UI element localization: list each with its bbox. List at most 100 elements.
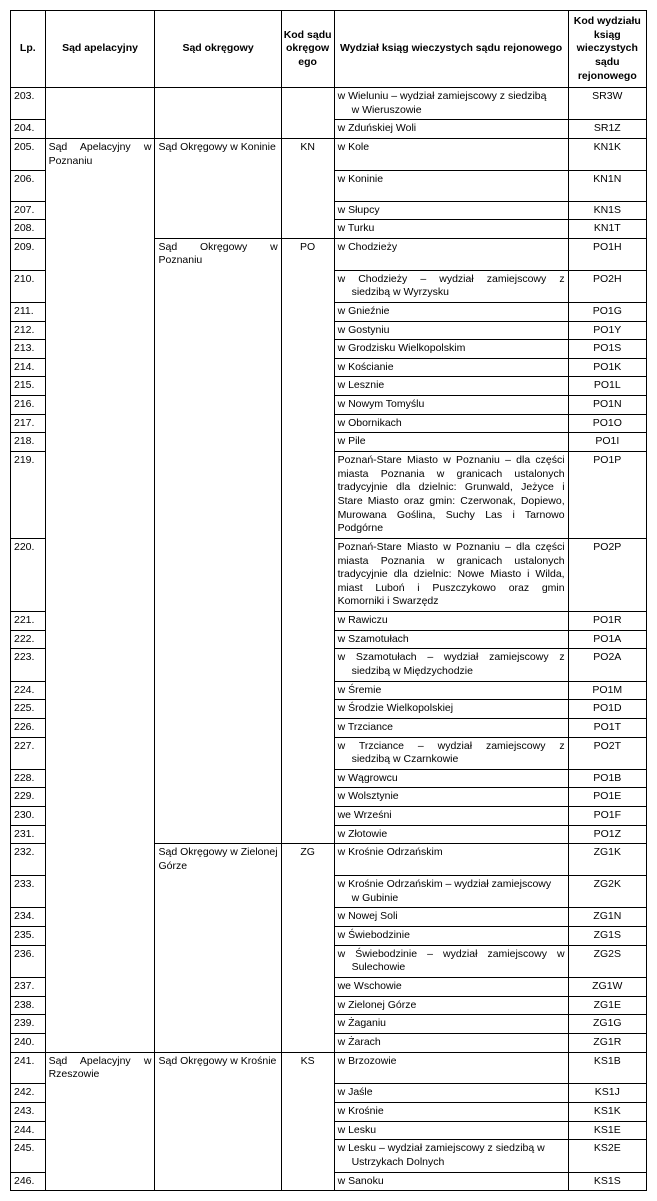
- cell-wks: w Kościanie: [334, 358, 568, 377]
- cell-wks: w Zduńskiej Woli: [334, 120, 568, 139]
- cell-wks: w Brzozowie: [334, 1052, 568, 1084]
- cell-lp: 237.: [11, 978, 46, 997]
- cell-so: Sąd Okręgowy w Poznaniu: [155, 238, 281, 270]
- cell-kso: [281, 452, 334, 539]
- cell-lp: 218.: [11, 433, 46, 452]
- table-row: 223. w Szamotułach – wydział zamiejscowy…: [11, 649, 647, 681]
- cell-kso: [281, 1121, 334, 1140]
- table-row: 217. w Obornikach PO1O: [11, 414, 647, 433]
- cell-lp: 236.: [11, 945, 46, 977]
- cell-sa: [45, 927, 155, 946]
- cell-kwks: PO2T: [568, 737, 646, 769]
- cell-kso: KN: [281, 139, 334, 171]
- cell-so: [155, 1084, 281, 1103]
- header-row: Lp. Sąd apelacyjny Sąd okręgowy Kod sądu…: [11, 11, 647, 88]
- table-row: 211. w Gnieźnie PO1G: [11, 302, 647, 321]
- cell-wks: we Wschowie: [334, 978, 568, 997]
- cell-kso: [281, 170, 334, 201]
- table-row: 235. w Świebodzinie ZG1S: [11, 927, 647, 946]
- cell-lp: 211.: [11, 302, 46, 321]
- table-row: 232. Sąd Okręgowy w Zielonej Górze ZG w …: [11, 844, 647, 876]
- cell-kwks: ZG2K: [568, 876, 646, 908]
- table-row: 246. w Sanoku KS1S: [11, 1172, 647, 1191]
- cell-lp: 243.: [11, 1103, 46, 1122]
- cell-sa: [45, 302, 155, 321]
- cell-kwks: KN1T: [568, 220, 646, 239]
- cell-lp: 235.: [11, 927, 46, 946]
- cell-wks: w Chodzieży – wydział zamiejscowy zsiedz…: [334, 270, 568, 302]
- cell-so: [155, 433, 281, 452]
- cell-kwks: ZG1W: [568, 978, 646, 997]
- cell-so: Sąd Okręgowy w Zielonej Górze: [155, 844, 281, 876]
- cell-wks: w Trzciance – wydział zamiejscowy zsiedz…: [334, 737, 568, 769]
- cell-kso: [281, 945, 334, 977]
- table-row: 239. w Żaganiu ZG1G: [11, 1015, 647, 1034]
- cell-sa: [45, 358, 155, 377]
- cell-so: [155, 1015, 281, 1034]
- cell-kso: [281, 377, 334, 396]
- table-row: 240. w Żarach ZG1R: [11, 1033, 647, 1052]
- cell-kwks: PO1B: [568, 769, 646, 788]
- wks-text-b: siedzibą w Czarnkowie: [338, 753, 565, 767]
- cell-sa: [45, 538, 155, 611]
- cell-sa: [45, 1033, 155, 1052]
- cell-so: [155, 1103, 281, 1122]
- cell-lp: 233.: [11, 876, 46, 908]
- cell-kso: [281, 718, 334, 737]
- cell-kso: [281, 876, 334, 908]
- cell-so: [155, 302, 281, 321]
- table-row: 226. w Trzciance PO1T: [11, 718, 647, 737]
- cell-kso: [281, 1015, 334, 1034]
- wks-text: w Wieluniu – wydział zamiejscowy z siedz…: [338, 90, 547, 102]
- cell-lp: 228.: [11, 769, 46, 788]
- cell-kso: [281, 358, 334, 377]
- cell-lp: 212.: [11, 321, 46, 340]
- cell-kso: [281, 538, 334, 611]
- cell-sa: [45, 1103, 155, 1122]
- cell-kwks: PO1H: [568, 238, 646, 270]
- cell-so: [155, 788, 281, 807]
- cell-kwks: PO2A: [568, 649, 646, 681]
- cell-wks: w Szamotułach: [334, 630, 568, 649]
- cell-lp: 241.: [11, 1052, 46, 1084]
- cell-sa: [45, 414, 155, 433]
- cell-kwks: PO1P: [568, 452, 646, 539]
- cell-so: [155, 1033, 281, 1052]
- wks-text: w Lesku – wydział zamiejscowy z siedzibą…: [338, 1142, 545, 1154]
- cell-kso: [281, 201, 334, 220]
- cell-kso: [281, 1033, 334, 1052]
- cell-wks: w Jaśle: [334, 1084, 568, 1103]
- cell-so: [155, 927, 281, 946]
- cell-wks: w Chodzieży: [334, 238, 568, 270]
- cell-wks: w Żaganiu: [334, 1015, 568, 1034]
- cell-sa: [45, 978, 155, 997]
- cell-so: [155, 700, 281, 719]
- cell-kwks: PO2H: [568, 270, 646, 302]
- cell-wks: w Śremie: [334, 681, 568, 700]
- table-row: 245. w Lesku – wydział zamiejscowy z sie…: [11, 1140, 647, 1172]
- cell-kso: [281, 220, 334, 239]
- cell-sa: [45, 630, 155, 649]
- cell-so: [155, 978, 281, 997]
- cell-sa: [45, 996, 155, 1015]
- table-row: 229. w Wolsztynie PO1E: [11, 788, 647, 807]
- cell-kwks: PO1R: [568, 612, 646, 631]
- cell-kwks: KN1K: [568, 139, 646, 171]
- cell-sa: [45, 1140, 155, 1172]
- table-row: 228. w Wągrowcu PO1B: [11, 769, 647, 788]
- cell-wks: w Środzie Wielkopolskiej: [334, 700, 568, 719]
- table-row: 215. w Lesznie PO1L: [11, 377, 647, 396]
- cell-lp: 209.: [11, 238, 46, 270]
- table-row: 222. w Szamotułach PO1A: [11, 630, 647, 649]
- cell-kso: PO: [281, 238, 334, 270]
- table-row: 234. w Nowej Soli ZG1N: [11, 908, 647, 927]
- table-row: 224. w Śremie PO1M: [11, 681, 647, 700]
- cell-lp: 231.: [11, 825, 46, 844]
- cell-lp: 239.: [11, 1015, 46, 1034]
- cell-so: [155, 414, 281, 433]
- cell-so: [155, 876, 281, 908]
- cell-so: [155, 321, 281, 340]
- cell-kso: [281, 340, 334, 359]
- cell-kso: [281, 681, 334, 700]
- cell-kwks: PO1O: [568, 414, 646, 433]
